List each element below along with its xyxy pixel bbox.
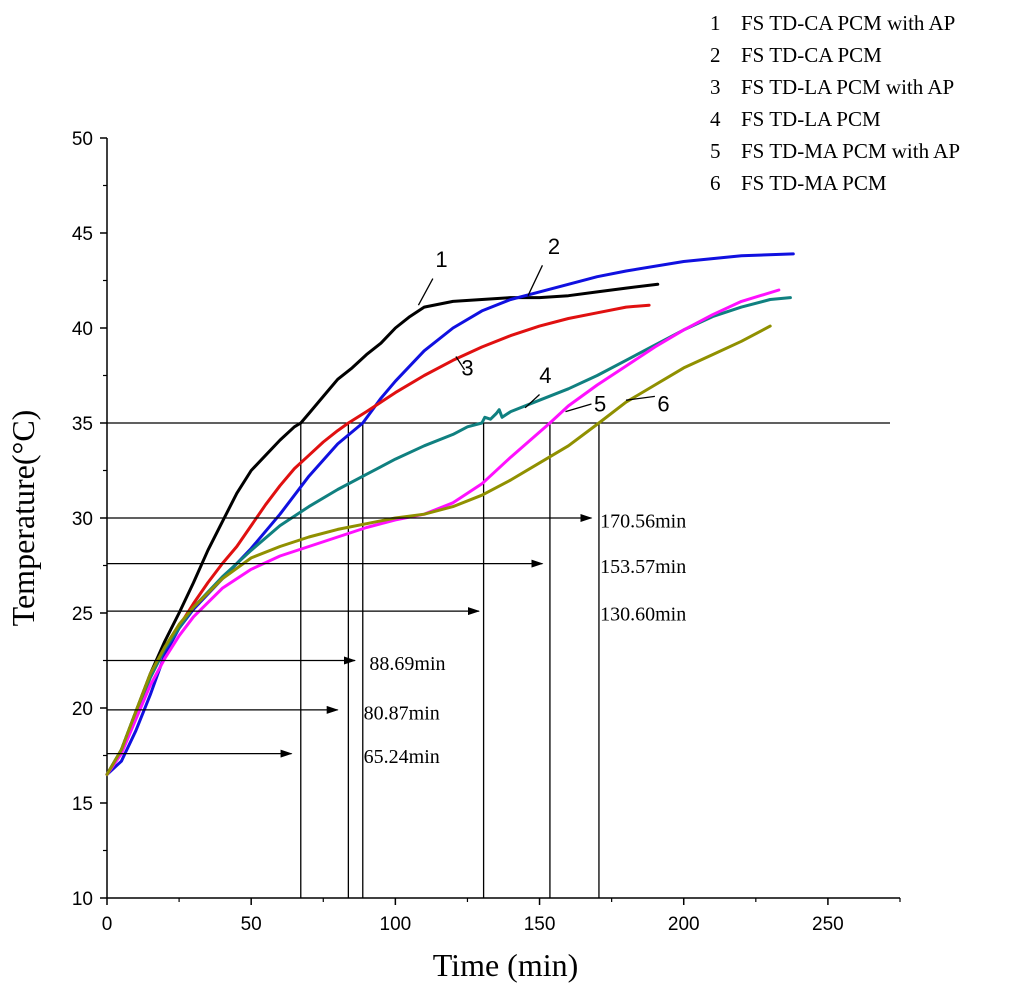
y-axis-title: Temperature(°C) [5,410,41,627]
curve-label: 3 [461,356,473,381]
x-tick-label: 100 [380,914,412,935]
legend-label: FS TD-CA PCM with AP [741,11,955,35]
curve-label-leader [527,265,544,296]
x-axis-title: Time (min) [433,947,579,983]
x-tick-label: 50 [241,914,262,935]
y-tick-label: 50 [72,129,93,150]
legend-number: 1 [710,11,721,35]
annotation-label: 65.24min [364,746,440,768]
curve-label-leader [417,278,434,306]
y-tick-label: 40 [72,319,93,340]
curve-label: 4 [539,363,551,388]
x-tick-label: 150 [524,914,556,935]
annotations: 170.56min 153.57min 130.60min 88.69min 80.87… [107,511,686,768]
x-tick-label: 0 [102,914,113,935]
curve-label: 2 [548,234,560,259]
legend-number: 6 [710,171,721,195]
series-line-4 [105,296,792,776]
legend-number: 4 [710,107,721,131]
curve-label-leader [625,395,655,401]
series-line-5 [105,288,781,776]
legend-label: FS TD-CA PCM [741,43,882,67]
x-tick-label: 200 [668,914,700,935]
legend-label: FS TD-MA PCM with AP [741,139,960,163]
y-tick-label: 30 [72,509,93,530]
curve-label: 5 [594,392,606,417]
legend-label: FS TD-MA PCM [741,171,887,195]
series-line-1 [105,282,660,776]
legend-label: FS TD-LA PCM [741,107,881,131]
data-series [105,252,795,776]
y-tick-label: 25 [72,604,93,625]
curve-label: 1 [435,247,447,272]
curve-label-leader [565,403,592,413]
legend-number: 3 [710,75,721,99]
annotation-label: 88.69min [369,653,445,675]
x-tick-label: 250 [812,914,844,935]
y-tick-label: 10 [72,889,93,910]
annotation-label: 80.87min [364,702,440,724]
annotation-label: 130.60min [600,604,686,626]
curve-label-leader [524,394,540,409]
y-tick-label: 35 [72,414,93,435]
annotation-label: 153.57min [600,556,686,578]
legend-number: 2 [710,43,721,67]
curve-label-leader [455,356,466,371]
y-tick-label: 20 [72,699,93,720]
legend: 1 FS TD-CA PCM with AP 2 FS TD-CA PCM 3 FS TD… [710,11,960,195]
curve-labels: 1 2 3 4 5 6 [417,234,670,417]
legend-label: FS TD-LA PCM with AP [741,75,954,99]
y-tick-label: 45 [72,224,93,245]
y-tick-label: 15 [72,794,93,815]
annotation-label: 170.56min [600,511,686,533]
curve-label: 6 [657,392,669,417]
legend-number: 5 [710,139,721,163]
series-line-2 [105,252,795,776]
